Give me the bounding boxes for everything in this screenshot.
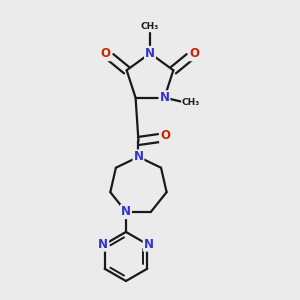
Text: O: O (160, 129, 170, 142)
Text: N: N (159, 91, 170, 104)
Text: N: N (144, 238, 154, 251)
Text: N: N (121, 205, 131, 218)
Text: CH₃: CH₃ (182, 98, 200, 106)
Text: O: O (100, 47, 111, 60)
Text: N: N (98, 238, 108, 251)
Text: N: N (145, 47, 155, 60)
Text: CH₃: CH₃ (141, 22, 159, 31)
Text: O: O (189, 47, 200, 60)
Text: N: N (134, 150, 143, 164)
